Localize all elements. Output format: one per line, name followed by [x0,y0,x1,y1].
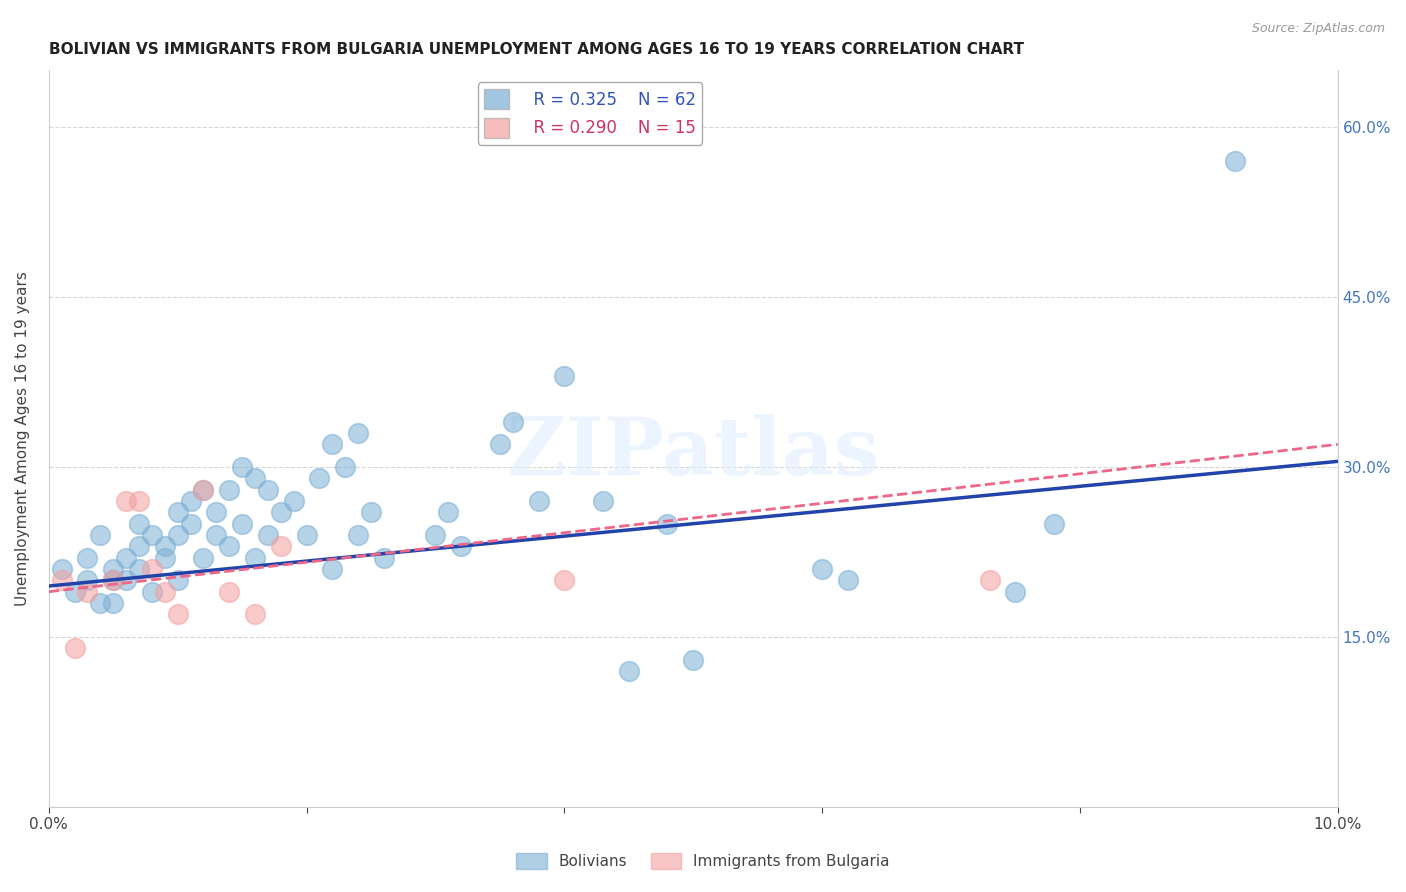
Point [553,574,575,588]
Point [218,483,240,497]
Point [1223,154,1246,169]
Text: BOLIVIAN VS IMMIGRANTS FROM BULGARIA UNEMPLOYMENT AMONG AGES 16 TO 19 YEARS CORR: BOLIVIAN VS IMMIGRANTS FROM BULGARIA UNE… [49,42,1024,57]
Point [617,664,640,678]
Point [231,460,253,475]
Point [115,494,138,508]
Point [527,494,550,508]
Point [128,562,150,576]
Point [257,483,280,497]
Point [837,574,859,588]
Point [141,584,163,599]
Point [153,550,176,565]
Point [166,505,188,519]
Point [295,528,318,542]
Point [51,562,73,576]
Point [218,540,240,554]
Point [347,528,370,542]
Point [243,471,266,485]
Point [166,607,188,622]
Point [76,550,98,565]
Point [153,584,176,599]
Point [103,596,125,610]
Point [76,584,98,599]
Legend:   R = 0.325    N = 62,   R = 0.290    N = 15: R = 0.325 N = 62, R = 0.290 N = 15 [478,82,703,145]
Point [63,584,86,599]
Point [502,415,524,429]
Point [811,562,834,576]
Point [243,550,266,565]
Point [63,641,86,656]
Point [321,562,343,576]
Point [425,528,447,542]
Point [979,574,1001,588]
Point [489,437,512,451]
Point [347,425,370,440]
Legend: Bolivians, Immigrants from Bulgaria: Bolivians, Immigrants from Bulgaria [510,847,896,875]
Point [153,540,176,554]
Point [103,562,125,576]
Point [1004,584,1026,599]
Point [450,540,472,554]
Point [180,516,202,531]
Point [193,483,215,497]
Point [76,574,98,588]
Point [115,550,138,565]
Text: Source: ZipAtlas.com: Source: ZipAtlas.com [1251,22,1385,36]
Point [128,516,150,531]
Point [360,505,382,519]
Point [193,550,215,565]
Y-axis label: Unemployment Among Ages 16 to 19 years: Unemployment Among Ages 16 to 19 years [15,271,30,607]
Text: ZIPatlas: ZIPatlas [508,415,879,492]
Point [141,562,163,576]
Point [166,528,188,542]
Point [657,516,679,531]
Point [205,505,228,519]
Point [193,483,215,497]
Point [437,505,460,519]
Point [321,437,343,451]
Point [270,540,292,554]
Point [270,505,292,519]
Point [141,528,163,542]
Point [335,460,357,475]
Point [166,574,188,588]
Point [1043,516,1066,531]
Point [243,607,266,622]
Point [128,540,150,554]
Point [231,516,253,531]
Point [128,494,150,508]
Point [373,550,395,565]
Point [103,574,125,588]
Point [218,584,240,599]
Point [308,471,330,485]
Point [553,369,575,384]
Point [51,574,73,588]
Point [115,574,138,588]
Point [682,653,704,667]
Point [257,528,280,542]
Point [103,574,125,588]
Point [89,596,111,610]
Point [89,528,111,542]
Point [592,494,614,508]
Point [180,494,202,508]
Point [283,494,305,508]
Point [205,528,228,542]
